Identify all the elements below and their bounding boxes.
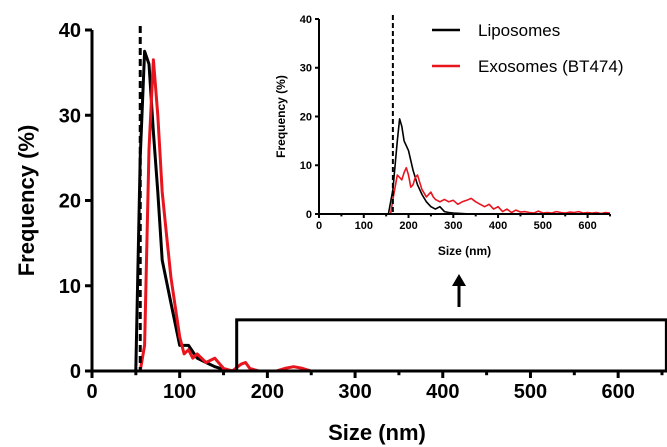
main-x-tick-label: 300	[338, 381, 371, 403]
inset-y-tick-label: 40	[300, 14, 312, 26]
inset-x-tick-label: 400	[489, 220, 507, 232]
main-y-tick-label: 30	[59, 105, 81, 127]
zoom-region-box	[235, 318, 667, 373]
main-x-tick-label: 500	[514, 381, 547, 403]
inset-y-ticks: 0 10 20 30 40	[300, 14, 319, 221]
main-x-tick-label: 100	[163, 381, 196, 403]
legend-label-exosomes: Exosomes (BT474)	[478, 57, 624, 76]
inset-y-tick-label: 30	[300, 63, 312, 75]
main-x-ticks: 0 100 200 300 400 500 600	[86, 371, 664, 403]
inset-x-tick-label: 200	[399, 220, 417, 232]
inset-y-tick-label: 10	[300, 160, 312, 172]
inset-series-liposomes-line	[319, 118, 610, 215]
main-y-tick-label: 0	[70, 361, 81, 383]
inset-x-tick-label: 100	[355, 220, 373, 232]
main-x-tick-label: 400	[426, 381, 459, 403]
inset-y-tick-label: 20	[300, 111, 312, 123]
inset-series-exosomes-line	[319, 166, 611, 215]
main-series-group	[92, 49, 662, 373]
inset-x-axis-title: Size (nm)	[438, 244, 491, 258]
main-y-tick-label: 40	[59, 20, 81, 42]
zoom-arrow	[452, 274, 466, 307]
inset-y-tick-label: 0	[306, 209, 312, 221]
main-x-tick-label: 600	[601, 381, 634, 403]
legend-label-liposomes: Liposomes	[478, 21, 560, 40]
inset-y-axis-title: Frequency (%)	[274, 75, 288, 158]
legend: Liposomes Exosomes (BT474)	[432, 21, 624, 76]
inset-x-tick-label: 600	[578, 220, 596, 232]
main-y-tick-label: 20	[59, 191, 81, 213]
inset-x-tick-label: 500	[534, 220, 552, 232]
inset-x-tick-label: 0	[316, 220, 322, 232]
main-y-axis-title: Frequency (%)	[14, 125, 39, 277]
main-y-ticks: 0 10 20 30 40	[59, 20, 92, 383]
main-x-tick-label: 0	[86, 381, 97, 403]
inset-series-group	[319, 118, 611, 215]
main-y-tick-label: 10	[59, 276, 81, 298]
main-x-tick-label: 200	[251, 381, 284, 403]
main-series-exosomes-line	[92, 58, 662, 373]
inset-x-tick-label: 300	[444, 220, 462, 232]
main-x-axis-title: Size (nm)	[328, 420, 426, 445]
inset-x-ticks: 0 100 200 300 400 500 600	[316, 214, 611, 232]
